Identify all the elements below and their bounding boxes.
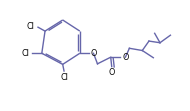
Text: O: O (108, 68, 115, 77)
Text: O: O (122, 53, 129, 62)
Text: Cl: Cl (61, 73, 69, 82)
Text: O: O (90, 49, 97, 58)
Text: Cl: Cl (27, 22, 35, 31)
Text: Cl: Cl (22, 49, 29, 58)
